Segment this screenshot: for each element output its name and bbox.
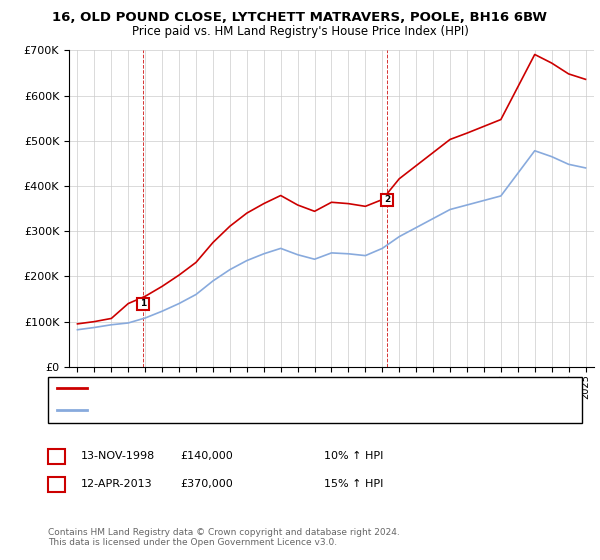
Text: 16, OLD POUND CLOSE, LYTCHETT MATRAVERS, POOLE, BH16 6BW: 16, OLD POUND CLOSE, LYTCHETT MATRAVERS,… <box>53 11 548 24</box>
Text: 13-NOV-1998: 13-NOV-1998 <box>81 451 155 461</box>
Text: £140,000: £140,000 <box>180 451 233 461</box>
Text: 15% ↑ HPI: 15% ↑ HPI <box>324 479 383 489</box>
Text: 2: 2 <box>53 479 60 489</box>
Text: 16, OLD POUND CLOSE, LYTCHETT MATRAVERS, POOLE, BH16 6BW (detached house): 16, OLD POUND CLOSE, LYTCHETT MATRAVERS,… <box>93 384 507 393</box>
Text: 10% ↑ HPI: 10% ↑ HPI <box>324 451 383 461</box>
Text: 1: 1 <box>140 299 146 308</box>
Text: Price paid vs. HM Land Registry's House Price Index (HPI): Price paid vs. HM Land Registry's House … <box>131 25 469 38</box>
Text: 1: 1 <box>53 451 60 461</box>
Text: HPI: Average price, detached house, Dorset: HPI: Average price, detached house, Dors… <box>93 405 307 415</box>
Text: £370,000: £370,000 <box>180 479 233 489</box>
Text: 2: 2 <box>384 195 390 204</box>
Text: Contains HM Land Registry data © Crown copyright and database right 2024.
This d: Contains HM Land Registry data © Crown c… <box>48 528 400 547</box>
Text: 12-APR-2013: 12-APR-2013 <box>81 479 152 489</box>
